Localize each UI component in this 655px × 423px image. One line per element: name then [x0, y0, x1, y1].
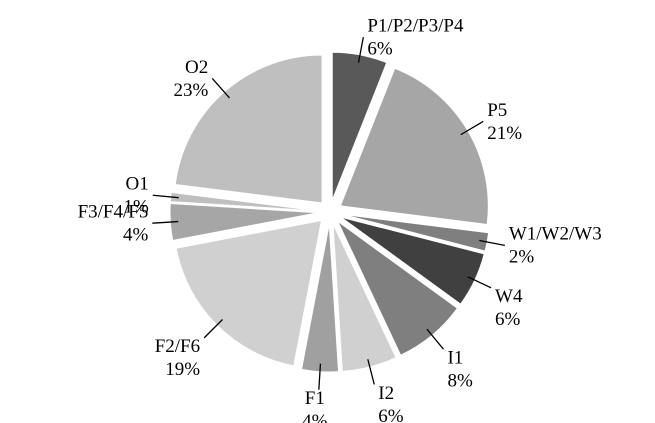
- leader-line: [211, 78, 230, 99]
- leader-line: [203, 319, 223, 339]
- value-label: 4%: [302, 411, 328, 423]
- slice-label: F2/F6: [155, 336, 200, 357]
- slice-label: P1/P2/P3/P4: [367, 16, 464, 37]
- value-label: 23%: [173, 80, 208, 101]
- value-label: 6%: [378, 406, 404, 423]
- slice-label: W4: [495, 286, 523, 307]
- value-label: 21%: [487, 123, 522, 144]
- value-label: 6%: [495, 309, 521, 330]
- leader-line: [152, 220, 179, 224]
- slice-label: O2: [185, 57, 208, 78]
- leader-line: [426, 328, 444, 350]
- value-label: 8%: [447, 371, 473, 392]
- slice-label: I2: [378, 383, 394, 404]
- slice-label: I1: [447, 348, 463, 369]
- leader-line: [479, 239, 505, 246]
- value-label: 19%: [165, 359, 200, 380]
- value-label: 2%: [509, 247, 535, 268]
- leader-line: [357, 37, 364, 63]
- leader-line: [460, 120, 484, 136]
- leader-line: [152, 194, 179, 199]
- value-label: 4%: [123, 225, 149, 246]
- slice-label: F3/F4/F5: [78, 202, 149, 223]
- slice-label: F1: [305, 388, 325, 409]
- slice-label: P5: [487, 100, 507, 121]
- slice-label: W1/W2/W3: [509, 224, 602, 245]
- value-label: 6%: [367, 39, 393, 60]
- slice-label: O1: [126, 174, 149, 195]
- leader-line: [467, 276, 492, 289]
- leader-line: [367, 359, 375, 385]
- leader-line: [318, 363, 322, 390]
- value-label: 1%: [123, 197, 149, 218]
